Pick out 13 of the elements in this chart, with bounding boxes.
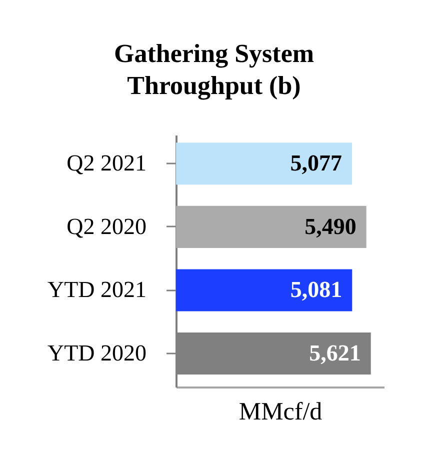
- data-label: 5,621: [309, 340, 361, 366]
- y-tick-label: YTD 2021: [47, 277, 146, 302]
- y-tick-label: Q2 2021: [66, 150, 146, 176]
- y-tick-label: YTD 2020: [47, 340, 146, 366]
- x-axis-title: MMcf/d: [238, 398, 323, 426]
- chart-title: Gathering System Throughput (b): [114, 39, 314, 100]
- y-tick-label: Q2 2020: [66, 214, 146, 239]
- bar: [176, 206, 366, 248]
- bar: [176, 269, 352, 312]
- bar: [176, 142, 352, 185]
- data-label: 5,081: [290, 277, 342, 302]
- data-label: 5,490: [304, 214, 356, 239]
- data-label: 5,077: [290, 150, 342, 176]
